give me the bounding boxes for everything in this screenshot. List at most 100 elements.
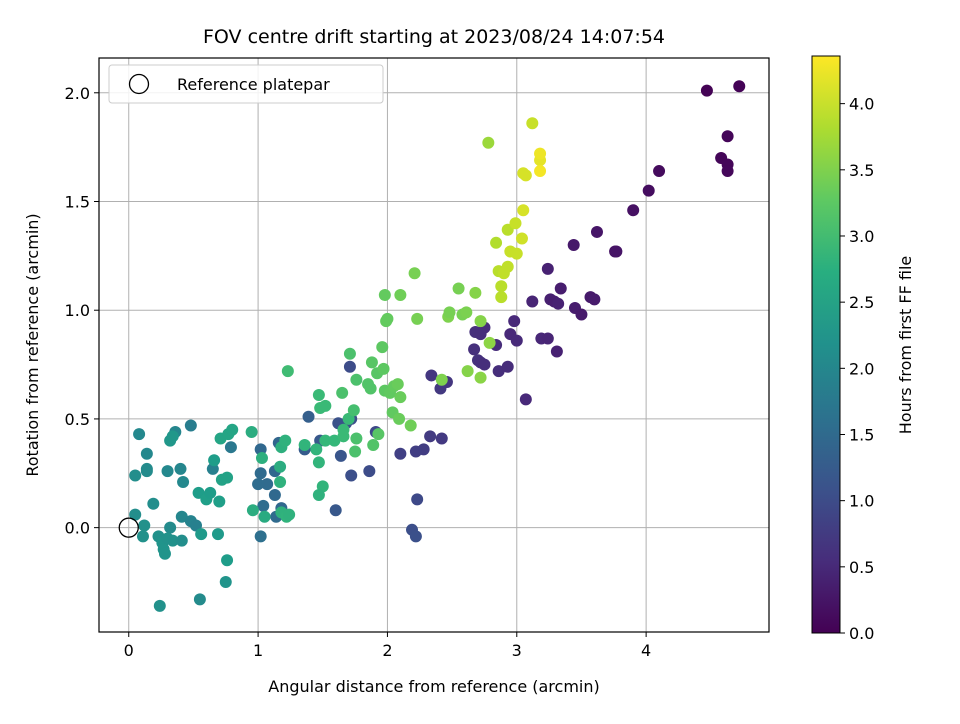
data-point-157 [377, 362, 390, 375]
data-point-148 [349, 445, 362, 458]
y-tick-label-4: 2.0 [65, 84, 90, 103]
y-tick-label-1: 0.5 [65, 410, 90, 429]
data-point-28 [510, 334, 523, 347]
x-tick-label-4: 4 [641, 641, 651, 660]
data-point-106 [195, 528, 208, 541]
data-point-168 [394, 288, 407, 301]
legend: Reference platepar [108, 64, 384, 104]
data-point-51 [343, 360, 356, 373]
data-point-140 [328, 434, 341, 447]
legend-open-circle-marker [128, 73, 150, 95]
data-point-73 [254, 530, 267, 543]
data-point-88 [175, 510, 188, 523]
x-axis-ticks: 0 1 2 3 4 [124, 632, 651, 660]
data-point-93 [136, 530, 149, 543]
legend-entry-reference: Reference platepar [177, 75, 330, 94]
data-point-184 [490, 236, 503, 249]
data-point-30 [541, 332, 554, 345]
data-point-171 [411, 312, 424, 325]
data-point-112 [213, 495, 226, 508]
data-point-161 [381, 312, 394, 325]
data-point-152 [365, 356, 378, 369]
data-point-62 [302, 410, 315, 423]
data-point-69 [268, 489, 281, 502]
data-point-91 [164, 521, 177, 534]
data-point-74 [184, 419, 197, 432]
colorbar-tick-label-0: 0.0 [849, 624, 874, 643]
data-point-181 [474, 371, 487, 384]
data-point-36 [478, 358, 491, 371]
data-point-178 [461, 365, 474, 378]
data-point-57 [334, 449, 347, 462]
data-point-42 [519, 393, 532, 406]
data-point-9 [590, 225, 603, 238]
data-point-26 [474, 328, 487, 341]
data-point-132 [310, 443, 323, 456]
data-point-71 [257, 499, 270, 512]
data-point-183 [483, 336, 496, 349]
colorbar-tick-label-2: 1.0 [849, 492, 874, 511]
data-point-174 [443, 306, 456, 319]
data-point-1 [733, 80, 746, 93]
data-point-79 [140, 447, 153, 460]
data-point-87 [147, 497, 160, 510]
data-point-166 [393, 412, 406, 425]
legend-box [108, 64, 384, 104]
data-point-68 [252, 478, 265, 491]
data-point-177 [460, 306, 473, 319]
data-point-172 [435, 373, 448, 386]
data-point-103 [219, 575, 232, 588]
data-point-130 [281, 365, 294, 378]
y-tick-label-2: 1.0 [65, 301, 90, 320]
data-point-84 [177, 475, 190, 488]
data-point-32 [468, 343, 481, 356]
data-point-13 [541, 262, 554, 275]
data-point-97 [166, 534, 179, 547]
data-point-131 [298, 439, 311, 452]
data-point-33 [550, 345, 563, 358]
data-point-124 [274, 460, 287, 473]
data-point-146 [347, 404, 360, 417]
data-point-16 [588, 293, 601, 306]
reference-platepar-marker [118, 517, 139, 538]
data-point-8 [627, 204, 640, 217]
data-point-5 [721, 165, 734, 178]
data-point-2 [721, 130, 734, 143]
colorbar-tick-label-3: 1.5 [849, 425, 874, 444]
data-point-180 [474, 315, 487, 328]
data-point-81 [140, 465, 153, 478]
colorbar-tick-label-8: 4.0 [849, 95, 874, 114]
data-point-67 [261, 478, 274, 491]
colorbar-tick-label-4: 2.0 [849, 359, 874, 378]
y-tick-label-0: 0.0 [65, 519, 90, 538]
data-point-143 [342, 412, 355, 425]
data-point-83 [174, 462, 187, 475]
data-point-139 [319, 434, 332, 447]
data-point-133 [312, 456, 325, 469]
data-point-7 [642, 184, 655, 197]
data-point-197 [519, 169, 532, 182]
data-point-186 [495, 280, 508, 293]
data-point-154 [367, 439, 380, 452]
data-point-44 [435, 432, 448, 445]
data-point-129 [283, 508, 296, 521]
x-tick-label-0: 0 [124, 641, 134, 660]
data-point-145 [336, 386, 349, 399]
data-point-119 [245, 425, 258, 438]
data-points [118, 80, 746, 612]
data-point-175 [452, 282, 465, 295]
colorbar-label: Hours from first FF file [896, 256, 915, 435]
data-point-182 [482, 136, 495, 149]
data-point-201 [534, 165, 547, 178]
data-point-167 [394, 391, 407, 404]
x-tick-label-2: 2 [382, 641, 392, 660]
data-point-147 [350, 432, 363, 445]
plot-frame [98, 57, 770, 633]
data-point-61 [329, 504, 342, 517]
data-point-121 [258, 510, 271, 523]
colorbar-tick-label-6: 3.0 [849, 227, 874, 246]
data-point-136 [312, 389, 325, 402]
data-point-113 [208, 454, 221, 467]
data-point-10 [567, 238, 580, 251]
